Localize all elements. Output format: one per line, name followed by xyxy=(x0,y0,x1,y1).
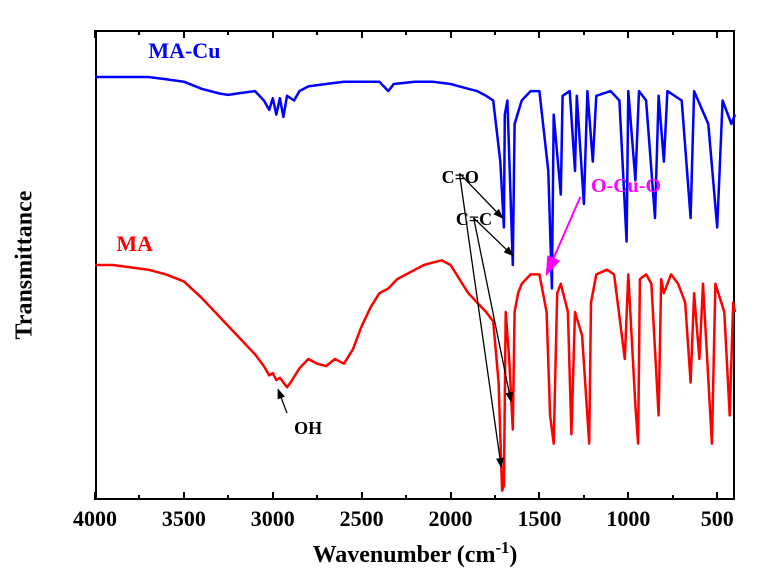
x-axis-label: Wavenumber (cm-1) xyxy=(95,538,735,569)
x-minor-tick xyxy=(316,495,318,500)
x-tick xyxy=(538,492,540,500)
x-minor-tick-top xyxy=(138,30,140,35)
x-minor-tick-top xyxy=(494,30,496,35)
x-tick xyxy=(272,492,274,500)
x-tick xyxy=(94,492,96,500)
x-tick xyxy=(361,492,363,500)
label-c-o-double: C=O xyxy=(442,167,479,188)
x-tick xyxy=(716,492,718,500)
x-minor-tick-top xyxy=(583,30,585,35)
x-minor-tick xyxy=(672,495,674,500)
x-tick-label: 500 xyxy=(701,506,734,532)
x-tick-top xyxy=(716,30,718,38)
x-tick-top xyxy=(183,30,185,38)
x-minor-tick xyxy=(494,495,496,500)
series-MA xyxy=(95,260,735,490)
x-tick-label: 3500 xyxy=(162,506,206,532)
x-tick-top xyxy=(450,30,452,38)
x-tick-label: 1500 xyxy=(517,506,561,532)
x-tick-top xyxy=(361,30,363,38)
x-tick-label: 4000 xyxy=(73,506,117,532)
x-tick-label: 3000 xyxy=(251,506,295,532)
x-tick-top xyxy=(272,30,274,38)
spectra-svg xyxy=(0,0,778,582)
x-tick-label: 2000 xyxy=(429,506,473,532)
ftir-chart: Transmittance Wavenumber (cm-1) 40003500… xyxy=(0,0,778,582)
x-minor-tick xyxy=(227,495,229,500)
label-oh: OH xyxy=(294,418,322,439)
x-tick xyxy=(183,492,185,500)
x-minor-tick xyxy=(583,495,585,500)
label-o-cu-o: O-Cu-O xyxy=(591,175,661,198)
label-c-c-double: C=C xyxy=(456,209,492,230)
x-tick-top xyxy=(627,30,629,38)
x-minor-tick-top xyxy=(227,30,229,35)
x-tick-label: 2500 xyxy=(340,506,384,532)
x-tick-top xyxy=(538,30,540,38)
x-tick-label: 1000 xyxy=(606,506,650,532)
series-label-MA: MA xyxy=(116,231,153,257)
x-tick-top xyxy=(94,30,96,38)
series-label-MA-Cu: MA-Cu xyxy=(148,38,220,64)
x-minor-tick-top xyxy=(405,30,407,35)
x-minor-tick-top xyxy=(316,30,318,35)
x-tick xyxy=(450,492,452,500)
x-tick xyxy=(627,492,629,500)
x-minor-tick xyxy=(405,495,407,500)
x-minor-tick xyxy=(138,495,140,500)
arrow-oh xyxy=(278,390,287,414)
x-minor-tick-top xyxy=(672,30,674,35)
